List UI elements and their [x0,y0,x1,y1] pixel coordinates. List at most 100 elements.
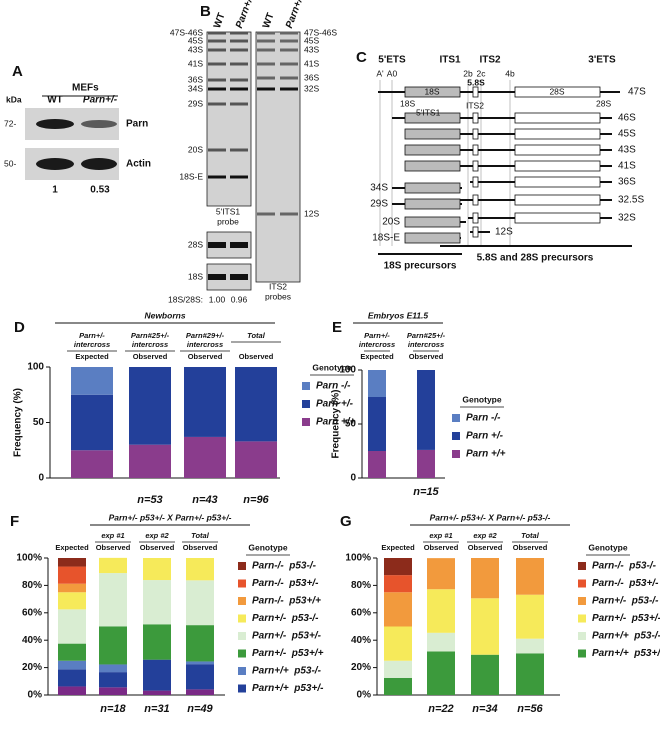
gel-band [208,39,226,43]
y-tick-label: 80% [22,580,42,591]
bar-segment [58,566,86,584]
gel-band [208,31,226,35]
rna-box [514,112,601,124]
y-axis-label: Frequency (%) [13,388,24,457]
n-label: n=31 [144,703,169,715]
gel-band [280,87,298,91]
protein-label: Actin [126,159,151,170]
gel-band [230,102,248,106]
blot-band [81,158,117,170]
gel-band [257,48,275,52]
group-label: Total [521,531,540,540]
legend-title: Genotype [312,362,351,372]
legend-label: Parn-/- p53-/- [592,561,657,572]
bar-segment [516,558,544,595]
legend-label: Parn+/- p53+/- [592,613,660,624]
region-label: 5'ETS [378,55,406,66]
bar-segment [186,625,214,662]
rna-box [514,160,601,172]
group-label: exp #1 [429,531,452,540]
precursor-label: 43S [618,145,636,156]
legend-swatch [578,649,586,658]
bar-segment [143,580,171,625]
legend-label: Parn+/+ p53+/- [592,648,660,659]
legend-swatch [452,432,460,440]
legend-swatch [238,614,246,623]
x-category-label: Observed [140,543,175,552]
bar-segment [186,664,214,690]
legend-label: Parn+/- p53-/- [252,613,319,624]
precursor-label: 46S [618,113,636,124]
blot-band [81,120,117,128]
group-label: intercross [74,340,110,349]
group-label: Parn+/- [79,331,105,340]
site-label: A0 [387,68,398,78]
legend-label: Parn+/+ p53-/- [252,666,322,677]
bar-segment [417,370,435,450]
group-label: exp #1 [101,531,124,540]
precursor-label: 32S [618,213,636,224]
rna-box [472,212,479,224]
legend-label: Parn +/+ [316,417,356,428]
precursor-label: 47S [628,87,646,98]
gel-band [280,39,298,43]
precursor-label: 32.5S [618,195,644,206]
bar-segment [516,594,544,639]
legend-label: Parn+/- p53+/- [252,631,322,642]
rna-box [404,144,461,156]
legend-swatch [238,667,246,675]
x-category-label: Observed [188,352,223,361]
rna-box [472,176,479,188]
bar-segment [58,583,86,593]
bar-segment [186,580,214,626]
y-tick-label: 100 [27,362,44,373]
y-tick-label: 100% [16,553,42,564]
bar-segment [516,653,544,695]
y-tick-label: 50 [33,417,45,428]
band-label: 18S-E [179,171,203,181]
legend-label: Parn+/- p53-/- [592,596,659,607]
rna-box [514,128,601,140]
band-label: 12S [304,208,319,218]
gel-band [208,148,226,152]
x-category-label: Observed [513,543,548,552]
gel-band [230,87,248,91]
band-label: 34S [188,83,203,93]
gel-band [230,148,248,152]
legend-label: Parn+/- p53+/+ [252,648,324,659]
gel-band [208,274,226,280]
rna-box [472,86,479,98]
y-tick-label: 50 [345,419,357,430]
legend-label: Parn-/- p53+/- [252,578,319,589]
group-label: Parn#29+/- [186,331,225,340]
bar-segment [384,660,412,678]
spacer-label: ITS2 [466,100,484,110]
n-label: n=43 [192,494,217,506]
legend-label: Parn+/+ p53-/- [592,631,660,642]
bar-segment [427,589,455,633]
gel-band [280,212,298,216]
region-label: ITS2 [479,55,501,66]
panel-letter: C [356,49,367,66]
bar-segment [99,557,127,574]
gel-band [280,48,298,52]
rna-box [514,144,601,156]
rna-box [472,194,479,206]
group-label: intercross [359,340,395,349]
gel-band [230,242,248,248]
legend-swatch [578,632,586,640]
legend-swatch [238,597,246,605]
gel-band [257,76,275,80]
bar-segment [235,367,277,442]
gel-band [257,212,275,216]
gel-band [230,274,248,280]
mature-label: 28S [596,98,611,108]
gel-band [257,39,275,43]
y-tick-label: 40% [22,635,42,646]
panel-letter: G [340,513,352,530]
bar-segment [471,598,499,655]
legend-swatch [302,418,310,426]
band-label: 29S [188,98,203,108]
rna-box [514,86,601,98]
